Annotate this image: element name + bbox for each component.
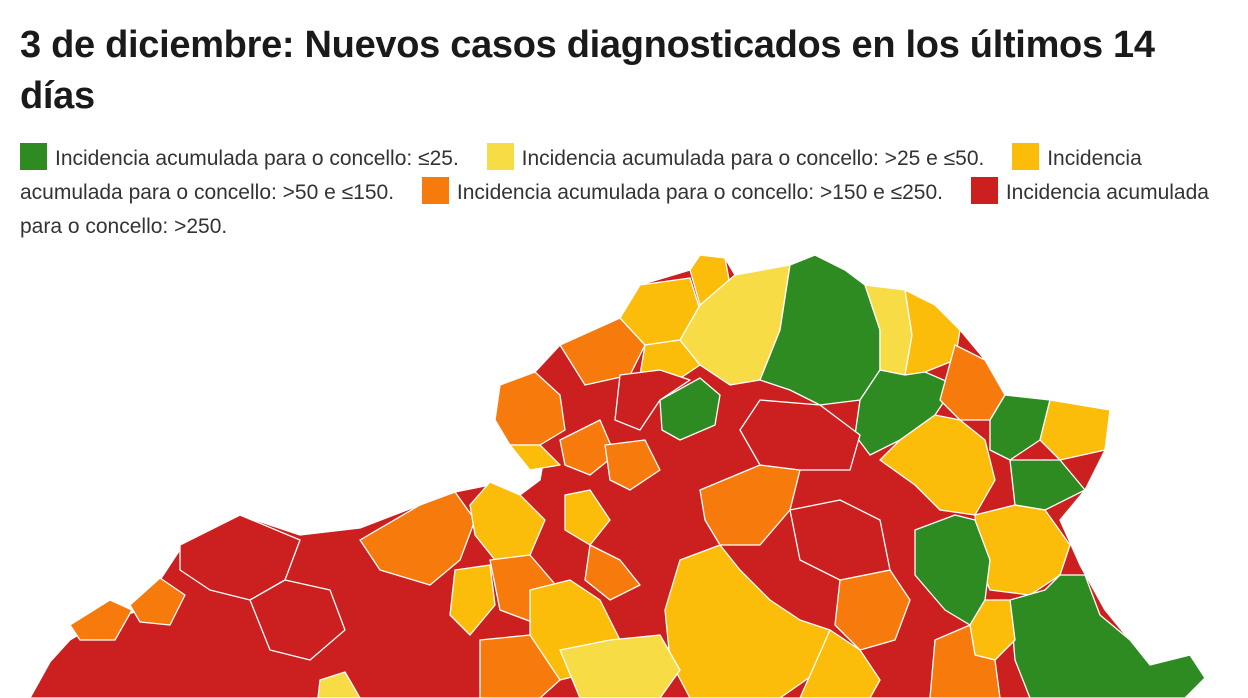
legend-item-yellow: Incidencia acumulada para o concello: >5… bbox=[20, 143, 1142, 204]
map-region bbox=[1009, 574, 1206, 698]
legend-item-orange: Incidencia acumulada para o concello: >1… bbox=[421, 177, 943, 204]
legend-item-light-yellow: Incidencia acumulada para o concello: >2… bbox=[486, 143, 985, 170]
legend-swatch bbox=[486, 143, 514, 170]
map-region bbox=[1009, 459, 1086, 511]
map-region bbox=[904, 289, 961, 376]
map-region bbox=[1039, 399, 1111, 461]
map-region bbox=[739, 399, 861, 471]
legend-swatch bbox=[421, 177, 449, 204]
legend-label: Incidencia acumulada para o concello: >1… bbox=[456, 181, 943, 204]
map-region bbox=[614, 369, 691, 431]
legend: Incidencia acumulada para o concello: ≤2… bbox=[20, 142, 1220, 244]
map-region bbox=[584, 544, 641, 601]
map-region bbox=[559, 419, 616, 476]
page-title: 3 de diciembre: Nuevos casos diagnostica… bbox=[20, 24, 1155, 117]
map-region bbox=[449, 564, 496, 636]
legend-swatch bbox=[1012, 143, 1040, 170]
map-region bbox=[69, 599, 133, 641]
map-region bbox=[559, 634, 681, 698]
map-region bbox=[509, 444, 561, 471]
map-region bbox=[317, 671, 361, 698]
legend-swatch bbox=[970, 177, 998, 204]
map-region bbox=[564, 489, 611, 546]
legend-label: Incidencia acumulada para o concello: >2… bbox=[20, 181, 1209, 238]
map-region bbox=[359, 491, 476, 586]
legend-label: Incidencia acumulada para o concello: >2… bbox=[521, 147, 985, 170]
map-region bbox=[659, 377, 721, 441]
map-region bbox=[604, 439, 661, 491]
municipality-map bbox=[29, 254, 1206, 698]
map-region bbox=[929, 624, 1001, 698]
map-region bbox=[879, 414, 996, 516]
map-region bbox=[469, 481, 546, 561]
map-region bbox=[479, 634, 561, 698]
map-region bbox=[689, 254, 731, 306]
map-region bbox=[559, 317, 646, 386]
legend-label: Incidencia acumulada para o concello: ≤2… bbox=[55, 147, 459, 170]
legend-swatch bbox=[20, 143, 47, 170]
legend-item-red: Incidencia acumulada para o concello: >2… bbox=[20, 177, 1209, 238]
map-region bbox=[129, 577, 186, 626]
map-region bbox=[249, 579, 346, 661]
map-region bbox=[789, 499, 891, 581]
legend-label: Incidencia acumulada para o concello: >5… bbox=[20, 147, 1142, 204]
legend-item-green: Incidencia acumulada para o concello: ≤2… bbox=[20, 143, 459, 170]
map-region bbox=[799, 629, 881, 698]
